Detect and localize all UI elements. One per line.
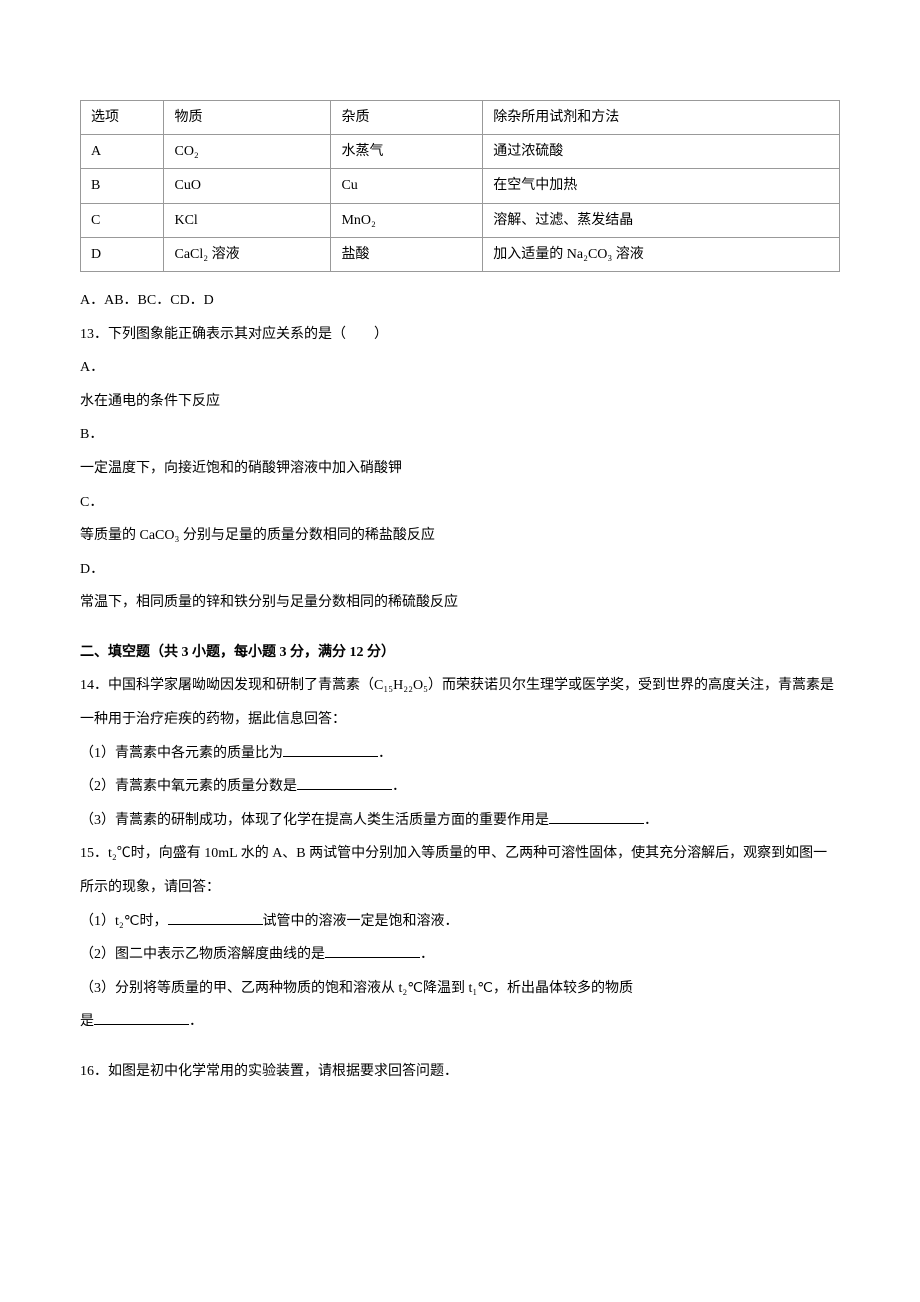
q14-p1: （1）青蒿素中各元素的质量比为 ．	[80, 737, 840, 771]
q12-options: A．AB．BC．CD．D	[80, 284, 840, 318]
table-header-row: 选项 物质 杂质 除杂所用试剂和方法	[81, 101, 840, 135]
cell-a-opt: A	[81, 135, 164, 169]
cell-a-met: 通过浓硫酸	[483, 135, 840, 169]
table-row: B CuO Cu 在空气中加热	[81, 169, 840, 203]
impurity-table: 选项 物质 杂质 除杂所用试剂和方法 A CO₂ 水蒸气 通过浓硫酸 B CuO…	[80, 100, 840, 272]
q14-p2: （2）青蒿素中氧元素的质量分数是 ．	[80, 770, 840, 804]
blank-field	[283, 743, 378, 757]
cell-c-opt: C	[81, 203, 164, 237]
cell-b-imp: Cu	[331, 169, 483, 203]
q13-d-label: D．	[80, 553, 840, 587]
q14-p3-pre: （3）青蒿素的研制成功，体现了化学在提高人类生活质量方面的重要作用是	[80, 813, 549, 828]
table-row: C KCl MnO₂ 溶解、过滤、蒸发结晶	[81, 203, 840, 237]
q13-a-text: 水在通电的条件下反应	[80, 385, 840, 419]
q15-p2-post: ．	[420, 947, 434, 962]
q15-p3-line2-post: ．	[189, 1014, 203, 1029]
cell-c-imp: MnO₂	[331, 203, 483, 237]
blank-field	[549, 810, 644, 824]
blank-field	[168, 911, 263, 925]
q13-c-label: C．	[80, 486, 840, 520]
q13-b-text: 一定温度下，向接近饱和的硝酸钾溶液中加入硝酸钾	[80, 452, 840, 486]
table-row: A CO₂ 水蒸气 通过浓硫酸	[81, 135, 840, 169]
table-row: D CaCl₂ 溶液 盐酸 加入适量的 Na₂CO₃ 溶液	[81, 237, 840, 271]
q14-p1-post: ．	[378, 746, 392, 761]
q16-stem: 16．如图是初中化学常用的实验装置，请根据要求回答问题．	[80, 1055, 840, 1089]
q13-c-text: 等质量的 CaCO₃ 分别与足量的质量分数相同的稀盐酸反应	[80, 519, 840, 553]
q15-p2-pre: （2）图二中表示乙物质溶解度曲线的是	[80, 947, 325, 962]
q13-d-text: 常温下，相同质量的锌和铁分别与足量分数相同的稀硫酸反应	[80, 586, 840, 620]
cell-b-opt: B	[81, 169, 164, 203]
cell-a-imp: 水蒸气	[331, 135, 483, 169]
q13-b-label: B．	[80, 418, 840, 452]
q15-stem: 15．t₂℃时，向盛有 10mL 水的 A、B 两试管中分别加入等质量的甲、乙两…	[80, 837, 840, 904]
q14-p1-pre: （1）青蒿素中各元素的质量比为	[80, 746, 283, 761]
q13-stem: 13．下列图象能正确表示其对应关系的是（ ）	[80, 318, 840, 352]
blank-field	[94, 1011, 189, 1025]
th-method: 除杂所用试剂和方法	[483, 101, 840, 135]
q14-p3-post: ．	[644, 813, 658, 828]
th-impurity: 杂质	[331, 101, 483, 135]
th-substance: 物质	[164, 101, 331, 135]
q15-p1-pre: （1）t₂℃时，	[80, 914, 168, 929]
cell-a-sub: CO₂	[164, 135, 331, 169]
q15-p2: （2）图二中表示乙物质溶解度曲线的是 ．	[80, 938, 840, 972]
blank-field	[325, 944, 420, 958]
q14-stem: 14．中国科学家屠呦呦因发现和研制了青蒿素（C₁₅H₂₂O₅）而荣获诺贝尔生理学…	[80, 669, 840, 736]
q15-p3-line2-pre: 是	[80, 1014, 94, 1029]
cell-b-met: 在空气中加热	[483, 169, 840, 203]
cell-d-opt: D	[81, 237, 164, 271]
q15-p3-line1: （3）分别将等质量的甲、乙两种物质的饱和溶液从 t₂℃降温到 t₁℃，析出晶体较…	[80, 972, 840, 1006]
cell-b-sub: CuO	[164, 169, 331, 203]
q15-p1: （1）t₂℃时， 试管中的溶液一定是饱和溶液．	[80, 905, 840, 939]
q14-p2-pre: （2）青蒿素中氧元素的质量分数是	[80, 779, 297, 794]
cell-c-sub: KCl	[164, 203, 331, 237]
q13-a-label: A．	[80, 351, 840, 385]
blank-field	[297, 776, 392, 790]
section-2-title: 二、填空题（共 3 小题，每小题 3 分，满分 12 分）	[80, 636, 840, 670]
cell-d-sub: CaCl₂ 溶液	[164, 237, 331, 271]
q15-p3-line2: 是．	[80, 1005, 840, 1039]
q14-p2-post: ．	[392, 779, 406, 794]
th-option: 选项	[81, 101, 164, 135]
cell-d-met: 加入适量的 Na₂CO₃ 溶液	[483, 237, 840, 271]
q14-p3: （3）青蒿素的研制成功，体现了化学在提高人类生活质量方面的重要作用是 ．	[80, 804, 840, 838]
q15-p1-post: 试管中的溶液一定是饱和溶液．	[263, 914, 459, 929]
cell-c-met: 溶解、过滤、蒸发结晶	[483, 203, 840, 237]
cell-d-imp: 盐酸	[331, 237, 483, 271]
